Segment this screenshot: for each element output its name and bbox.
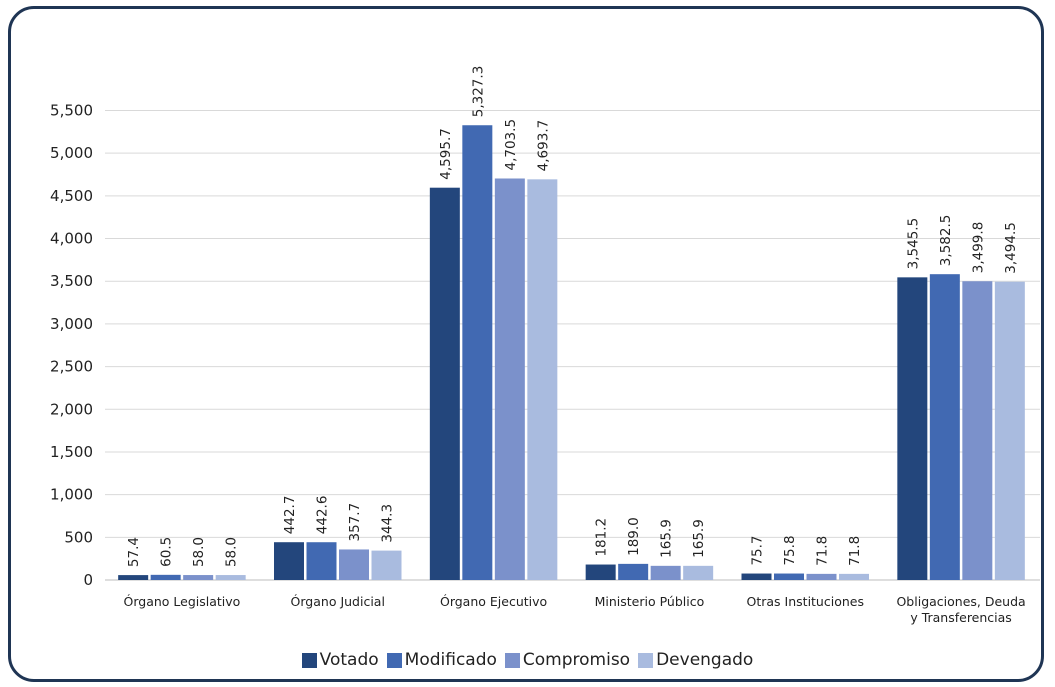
x-category-label: Obligaciones, Deuda [896, 594, 1025, 609]
bar [683, 565, 714, 580]
y-tick-label: 3,000 [50, 315, 93, 333]
data-label: 442.6 [315, 496, 331, 535]
data-label: 58.0 [224, 537, 240, 567]
y-tick-label: 2,500 [50, 358, 93, 376]
bar [806, 573, 837, 580]
data-label: 71.8 [847, 536, 863, 566]
chart-frame [8, 6, 1044, 682]
data-label: 3,494.5 [1003, 222, 1019, 274]
y-tick-label: 1,000 [50, 486, 93, 504]
bar [774, 573, 804, 580]
x-category-label: Órgano Ejecutivo [440, 594, 547, 609]
legend-label: Votado [319, 650, 379, 670]
data-label: 3,499.8 [970, 222, 986, 274]
y-tick-label: 0 [83, 571, 93, 589]
y-tick-label: 4,500 [50, 187, 93, 205]
legend-item: Votado [301, 650, 379, 670]
bar [618, 563, 649, 580]
data-label: 3,582.5 [938, 215, 954, 267]
bar [839, 573, 869, 580]
data-label: 4,693.7 [535, 120, 551, 172]
legend: Votado Modificado Compromiso Devengado [0, 650, 1055, 673]
bar [215, 575, 246, 580]
legend-item: Devengado [638, 650, 753, 670]
bar [994, 281, 1025, 580]
data-label: 181.2 [594, 518, 610, 557]
data-label: 75.8 [782, 535, 798, 565]
data-label: 357.7 [347, 503, 363, 542]
data-label: 189.0 [626, 517, 642, 556]
y-tick-label: 5,000 [50, 144, 93, 162]
legend-label: Compromiso [522, 650, 631, 670]
bar [371, 550, 402, 580]
bars [118, 125, 1025, 581]
bar [462, 125, 493, 580]
data-labels: 57.4 60.5 58.0 58.0 442.7 442.6 357.7 344.3 4,59… [126, 66, 1019, 567]
data-label: 71.8 [815, 536, 831, 566]
bar [962, 281, 993, 580]
y-tick-label: 5,500 [50, 102, 93, 120]
bar [183, 575, 214, 580]
data-label: 58.0 [191, 537, 207, 567]
y-tick-label: 2,000 [50, 400, 93, 418]
bar [494, 178, 525, 581]
bar [741, 573, 772, 580]
legend-label: Modificado [404, 650, 497, 670]
y-tick-label: 1,500 [50, 443, 93, 461]
bar [527, 179, 558, 580]
data-label: 5,327.3 [470, 66, 486, 118]
data-label: 344.3 [380, 504, 396, 543]
bar [150, 574, 181, 580]
x-category-label: Otras Instituciones [747, 594, 864, 609]
bar [585, 564, 616, 580]
x-category-label: Ministerio Público [595, 594, 705, 609]
bar [929, 274, 960, 580]
data-label: 442.7 [282, 496, 298, 535]
data-label: 165.9 [659, 519, 675, 558]
x-category-label: Órgano Legislativo [124, 594, 241, 609]
data-label: 3,545.5 [905, 218, 921, 270]
y-tick-label: 4,000 [50, 230, 93, 248]
data-label: 165.9 [691, 519, 707, 558]
bar-chart: 0 500 1,000 1,500 2,000 2,500 3,000 3,500 4,000 4… [50, 66, 1040, 625]
data-label: 75.7 [750, 535, 766, 565]
y-axis: 0 500 1,000 1,500 2,000 2,500 3,000 3,500 4,000 4… [50, 102, 93, 590]
data-label: 60.5 [159, 537, 175, 567]
legend-item: Compromiso [504, 650, 631, 670]
legend-swatch [504, 652, 520, 668]
bar [274, 542, 304, 580]
x-category-label: y Transferencias [910, 610, 1012, 625]
legend-swatch [638, 652, 654, 668]
bar [429, 187, 460, 580]
y-tick-label: 500 [64, 528, 93, 546]
gridlines [105, 110, 1040, 581]
bar [650, 565, 681, 580]
data-label: 4,595.7 [438, 128, 454, 180]
bar [118, 575, 149, 580]
legend-swatch [301, 652, 317, 668]
legend-item: Modificado [386, 650, 497, 670]
bar [897, 277, 928, 580]
bar [339, 549, 369, 580]
data-label: 4,703.5 [503, 119, 519, 171]
x-category-label: Órgano Judicial [291, 594, 385, 609]
bar [306, 542, 337, 580]
x-axis: Órgano Legislativo Órgano Judicial Órgano … [124, 594, 1026, 625]
y-tick-label: 3,500 [50, 272, 93, 290]
legend-label: Devengado [656, 650, 754, 670]
data-label: 57.4 [126, 537, 142, 567]
legend-swatch [386, 652, 402, 668]
